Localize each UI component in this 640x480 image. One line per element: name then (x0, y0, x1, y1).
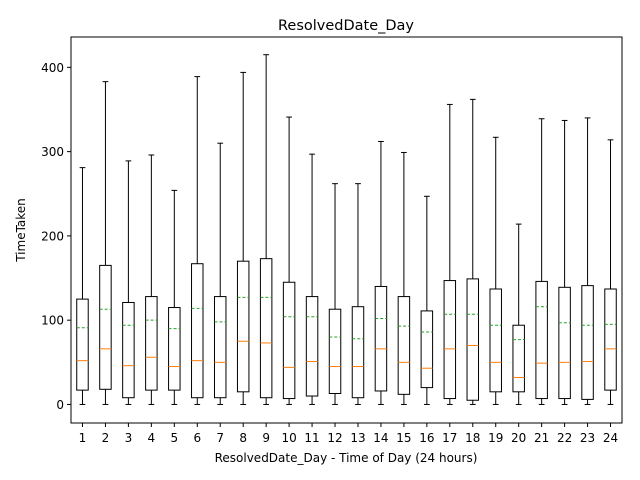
x-tick-label: 24 (603, 431, 618, 445)
x-tick-label: 6 (193, 431, 201, 445)
box-1 (76, 167, 89, 405)
x-tick-label: 1 (79, 431, 87, 445)
x-tick-label: 16 (419, 431, 434, 445)
box-12 (328, 183, 342, 405)
box-18 (466, 98, 480, 405)
box-24 (604, 139, 617, 405)
iqr-box (420, 310, 434, 389)
iqr-box (328, 308, 342, 395)
box-series (76, 54, 617, 405)
iqr-box (76, 298, 89, 391)
iqr-box (466, 278, 480, 401)
iqr-box (145, 296, 158, 391)
box-7 (213, 142, 227, 405)
x-axis-ticks: 1 2 3 4 5 6 7 8 9 10 11 12 13 14 15 16 17 18 19 20 21 22 23 24 (79, 423, 618, 445)
iqr-box (489, 288, 502, 393)
y-tick-label: 0 (56, 398, 64, 412)
iqr-box (305, 296, 319, 397)
x-tick-label: 23 (580, 431, 595, 445)
iqr-box (213, 296, 227, 399)
box-21 (535, 118, 548, 405)
iqr-box (282, 281, 296, 400)
box-8 (236, 71, 250, 405)
x-tick-label: 3 (125, 431, 133, 445)
iqr-box (604, 288, 617, 391)
iqr-box (191, 263, 204, 399)
iqr-box (168, 307, 181, 391)
x-tick-label: 22 (557, 431, 572, 445)
x-tick-label: 18 (465, 431, 480, 445)
box-10 (282, 116, 296, 405)
iqr-box (512, 324, 525, 393)
iqr-box (259, 258, 273, 399)
x-tick-label: 19 (488, 431, 503, 445)
x-tick-label: 21 (534, 431, 549, 445)
box-4 (145, 154, 158, 405)
x-tick-label: 13 (350, 431, 365, 445)
x-tick-label: 7 (216, 431, 224, 445)
y-tick-label: 100 (41, 314, 64, 328)
y-axis-ticks: 0 100 200 300 400 (41, 61, 71, 412)
iqr-box (374, 285, 388, 392)
x-tick-label: 5 (170, 431, 178, 445)
x-axis-label: ResolvedDate_Day - Time of Day (24 hours… (215, 451, 478, 465)
x-tick-label: 2 (102, 431, 110, 445)
y-tick-label: 300 (41, 145, 64, 159)
chart-title: ResolvedDate_Day (278, 18, 414, 34)
iqr-box (99, 264, 112, 390)
box-20 (512, 223, 525, 405)
x-tick-label: 10 (281, 431, 296, 445)
x-tick-label: 4 (148, 431, 156, 445)
box-15 (397, 151, 411, 405)
iqr-box (581, 285, 594, 400)
box-5 (168, 189, 181, 405)
box-6 (191, 76, 204, 405)
box-9 (259, 54, 273, 405)
iqr-box (535, 280, 548, 400)
box-14 (374, 141, 388, 405)
iqr-box (122, 301, 135, 399)
iqr-box (558, 286, 571, 400)
box-17 (443, 103, 457, 405)
box-3 (122, 160, 135, 405)
box-2 (99, 81, 112, 405)
iqr-box (351, 306, 365, 399)
box-19 (489, 136, 502, 405)
x-tick-label: 11 (304, 431, 319, 445)
x-tick-label: 17 (442, 431, 457, 445)
x-tick-label: 20 (511, 431, 526, 445)
y-tick-label: 400 (41, 61, 64, 75)
box-16 (420, 195, 434, 405)
iqr-box (236, 260, 250, 393)
y-axis-label: TimeTaken (14, 198, 28, 263)
box-22 (558, 119, 571, 405)
box-23 (581, 117, 594, 405)
x-tick-label: 9 (262, 431, 270, 445)
iqr-box (443, 280, 457, 400)
box-11 (305, 153, 319, 405)
plot-area-frame (70, 36, 623, 424)
x-tick-label: 15 (396, 431, 411, 445)
iqr-box (397, 296, 411, 395)
x-tick-label: 8 (239, 431, 247, 445)
box-13 (351, 183, 365, 405)
y-tick-label: 200 (41, 229, 64, 243)
x-tick-label: 12 (327, 431, 342, 445)
x-tick-label: 14 (373, 431, 388, 445)
